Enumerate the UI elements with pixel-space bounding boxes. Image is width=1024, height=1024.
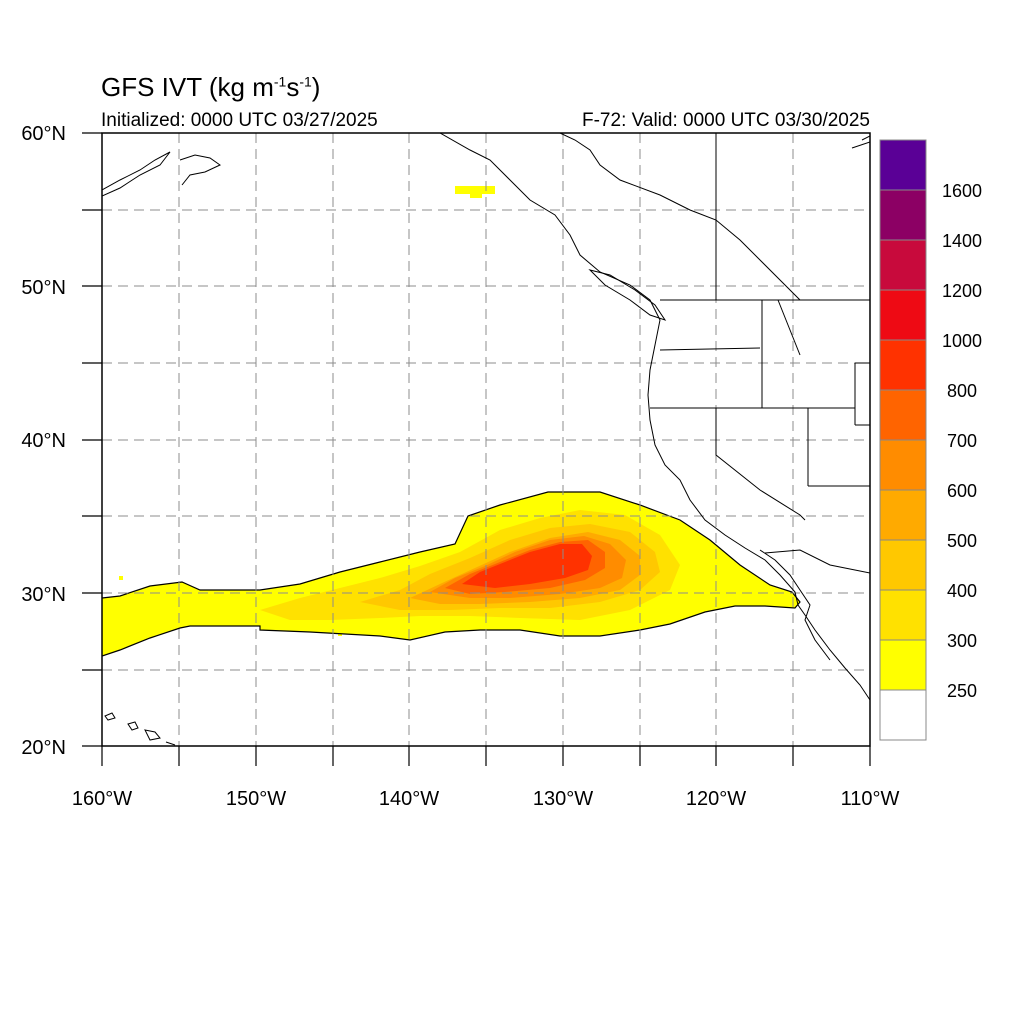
coastlines [102, 133, 870, 746]
colorbar-box [879, 539, 927, 591]
lon-label: 150°W [226, 788, 286, 810]
colorbar-box [879, 139, 927, 191]
lat-label: 40°N [21, 430, 66, 452]
colorbar-label: 500 [947, 531, 977, 551]
colorbar: 250 300 400 500 600 700 800 1000 1200 1400 1600 [879, 139, 982, 741]
colorbar-box [879, 389, 927, 441]
colorbar-box [879, 589, 927, 641]
colorbar-box [879, 189, 927, 241]
colorbar-label: 1400 [942, 231, 982, 251]
state-borders [650, 133, 870, 574]
lon-label: 110°W [841, 788, 900, 810]
colorbar-label: 1000 [942, 331, 982, 351]
colorbar-box [879, 289, 927, 341]
ivt-contour-800 [462, 544, 592, 588]
lon-label: 130°W [533, 788, 593, 810]
graticule [102, 133, 870, 746]
lat-label: 30°N [21, 584, 66, 606]
colorbar-label: 1200 [942, 281, 982, 301]
ivt-field [102, 186, 800, 656]
colorbar-box [879, 639, 927, 691]
ivt-blob-alaska [455, 186, 495, 194]
lon-label: 140°W [379, 788, 439, 810]
colorbar-box [879, 489, 927, 541]
colorbar-label: 1600 [942, 181, 982, 201]
tick-marks [82, 132, 871, 766]
colorbar-box [879, 439, 927, 491]
colorbar-label: 250 [947, 681, 977, 701]
valid-time-label: F-72: Valid: 0000 UTC 03/30/2025 [582, 110, 870, 131]
colorbar-label: 800 [947, 381, 977, 401]
colorbar-label: 400 [947, 581, 977, 601]
lon-label: 120°W [686, 788, 746, 810]
colorbar-label: 700 [947, 431, 977, 451]
initialized-label: Initialized: 0000 UTC 03/27/2025 [101, 110, 378, 131]
lat-label: 60°N [21, 123, 66, 145]
colorbar-box [879, 339, 927, 391]
colorbar-label: 300 [947, 631, 977, 651]
colorbar-box [879, 689, 927, 741]
lat-label: 20°N [21, 737, 66, 759]
colorbar-box [879, 239, 927, 291]
colorbar-label: 600 [947, 481, 977, 501]
ivt-outline [102, 491, 801, 657]
map-title: GFS IVT (kg m-1s-1) [101, 72, 321, 102]
lat-label: 50°N [21, 277, 66, 299]
lon-label: 160°W [72, 788, 132, 810]
